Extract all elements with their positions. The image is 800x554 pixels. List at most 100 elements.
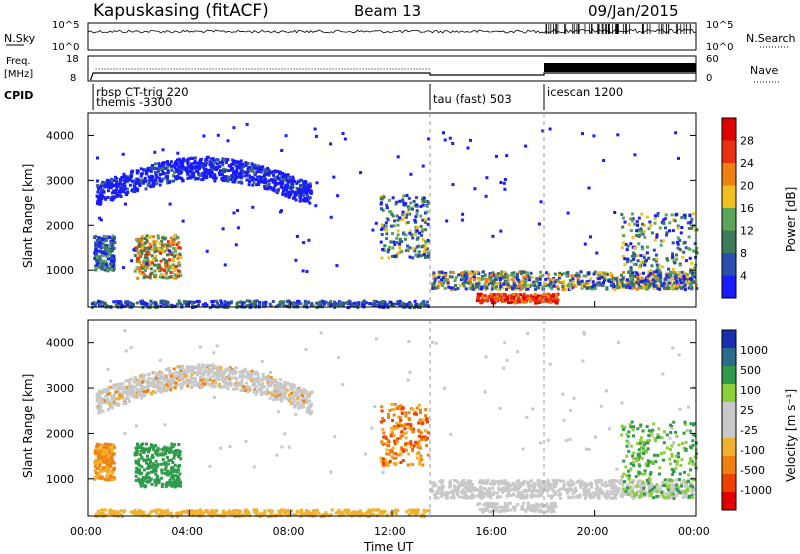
- range-cell: [296, 299, 300, 303]
- range-cell: [620, 213, 624, 216]
- range-cell: [165, 455, 169, 459]
- range-cell: [158, 183, 162, 187]
- range-cell: [253, 372, 257, 376]
- power-colorbar-label: Power [dB]: [784, 187, 798, 252]
- range-cell: [440, 278, 444, 282]
- range-cell: [274, 387, 278, 391]
- range-cell: [635, 229, 639, 233]
- range-cell: [426, 431, 430, 435]
- range-cell: [188, 369, 192, 373]
- range-cell: [176, 236, 180, 240]
- range-cell: [93, 255, 97, 259]
- range-cell: [199, 385, 203, 389]
- range-cell: [651, 278, 655, 282]
- range-cell: [562, 280, 566, 284]
- range-cell: [287, 302, 291, 306]
- range-cell: [157, 478, 161, 482]
- range-cell: [98, 245, 102, 249]
- range-cell: [492, 273, 496, 277]
- range-cell: [530, 275, 534, 279]
- range-cell: [616, 281, 620, 285]
- range-cell: [149, 299, 153, 303]
- range-cell: [292, 384, 296, 388]
- range-cell: [655, 233, 659, 237]
- range-cell: [388, 408, 392, 412]
- range-cell: [174, 384, 178, 388]
- range-cell: [638, 278, 642, 282]
- range-cell: [166, 170, 170, 173]
- range-cell: [411, 236, 415, 240]
- range-cell: [109, 443, 113, 447]
- range-cell: [684, 259, 688, 263]
- range-cell: [168, 202, 172, 206]
- range-cell: [219, 366, 223, 370]
- range-cell: [251, 178, 255, 182]
- range-cell: [180, 371, 184, 375]
- range-cell: [379, 303, 383, 307]
- range-cell: [308, 394, 312, 398]
- range-cell: [161, 276, 165, 279]
- range-cell: [386, 412, 390, 416]
- range-cell: [168, 249, 172, 253]
- range-cell: [121, 175, 125, 179]
- range-cell: [108, 391, 112, 395]
- range-cell: [140, 465, 144, 469]
- range-cell: [166, 378, 170, 382]
- range-cell: [139, 172, 143, 176]
- range-cell: [506, 278, 510, 282]
- range-cell: [168, 162, 171, 166]
- range-cell: [161, 236, 164, 240]
- range-cell: [216, 158, 220, 162]
- range-cell: [630, 281, 634, 285]
- range-cell: [176, 257, 180, 260]
- range-cell: [154, 182, 158, 186]
- range-cell: [141, 299, 144, 303]
- range-cell: [443, 286, 447, 290]
- range-cell: [251, 377, 255, 381]
- range-cell: [93, 461, 97, 465]
- range-cell: [398, 242, 402, 246]
- range-cell: [94, 268, 98, 272]
- range-cell: [139, 383, 143, 387]
- range-cell: [186, 381, 190, 385]
- range-cell: [593, 287, 597, 291]
- range-cell: [387, 198, 391, 202]
- range-cell: [121, 386, 125, 390]
- range-cell: [267, 378, 271, 381]
- cpid-label: CPID: [4, 89, 33, 102]
- range-cell: [114, 390, 118, 394]
- range-cell: [273, 383, 277, 387]
- range-cell: [153, 478, 157, 482]
- range-cell: [392, 240, 396, 244]
- range-cell: [451, 183, 455, 187]
- range-cell: [391, 446, 395, 450]
- range-cell: [453, 287, 457, 291]
- range-cell: [121, 189, 125, 193]
- range-cell: [243, 375, 246, 379]
- range-cell: [196, 382, 200, 386]
- range-cell: [602, 281, 605, 284]
- range-cell: [284, 134, 288, 138]
- range-cell: [301, 199, 305, 203]
- range-cell: [112, 258, 116, 262]
- range-cell: [193, 166, 197, 170]
- range-cell: [637, 216, 641, 220]
- range-cell: [141, 266, 145, 270]
- range-cell: [501, 275, 505, 279]
- range-cell: [404, 448, 408, 452]
- range-cell: [106, 451, 110, 455]
- range-cell: [329, 142, 333, 146]
- range-cell: [225, 169, 229, 173]
- range-cell: [247, 183, 251, 187]
- range-cell: [112, 384, 116, 388]
- range-cell: [239, 175, 243, 179]
- range-cell: [103, 259, 107, 263]
- range-cell: [178, 472, 182, 476]
- range-cell: [214, 299, 218, 303]
- range-cell: [630, 271, 634, 275]
- range-cell: [619, 273, 623, 277]
- range-cell: [230, 162, 234, 166]
- range-cell: [163, 269, 167, 273]
- range-cell: [391, 196, 395, 200]
- range-cell: [635, 281, 639, 285]
